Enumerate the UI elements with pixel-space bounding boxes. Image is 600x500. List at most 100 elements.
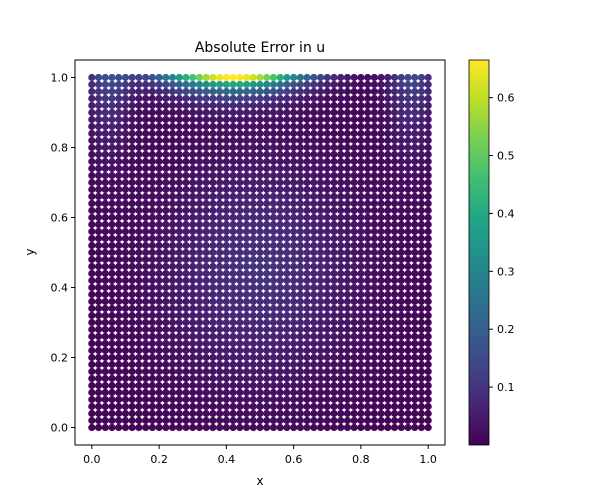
- scatter-point: [121, 178, 130, 187]
- scatter-point: [350, 171, 358, 180]
- scatter-point: [296, 115, 304, 124]
- scatter-point: [121, 395, 130, 404]
- scatter-point: [390, 143, 399, 152]
- scatter-point: [242, 143, 251, 152]
- scatter-point: [337, 423, 345, 432]
- scatter-point: [182, 262, 190, 271]
- scatter-point: [202, 311, 210, 320]
- scatter-point: [189, 416, 197, 425]
- scatter-point: [202, 164, 210, 173]
- scatter-point: [135, 269, 143, 278]
- scatter-point: [330, 94, 338, 103]
- scatter-point: [283, 94, 291, 103]
- scatter-point: [411, 150, 419, 159]
- scatter-point: [209, 360, 217, 369]
- scatter-point: [263, 304, 271, 313]
- scatter-point: [364, 199, 372, 208]
- scatter-point: [242, 255, 251, 264]
- scatter-point: [148, 248, 156, 257]
- scatter-point: [404, 73, 412, 82]
- scatter-point: [216, 325, 224, 334]
- scatter-point: [222, 136, 230, 145]
- scatter-point: [182, 171, 190, 180]
- scatter-point: [256, 115, 264, 124]
- scatter-point: [377, 192, 385, 201]
- scatter-point: [404, 353, 412, 362]
- scatter-point: [222, 381, 230, 390]
- scatter-point: [303, 388, 311, 397]
- scatter-point: [142, 367, 150, 376]
- scatter-point: [115, 381, 123, 390]
- scatter-point: [269, 80, 278, 89]
- scatter-point: [189, 87, 197, 96]
- scatter-point: [135, 374, 143, 383]
- scatter-point: [364, 283, 372, 292]
- scatter-point: [350, 87, 358, 96]
- scatter-point: [377, 262, 385, 271]
- scatter-point: [135, 129, 143, 138]
- scatter-point: [283, 241, 291, 250]
- scatter-point: [229, 227, 237, 236]
- scatter-point: [370, 374, 378, 383]
- scatter-point: [357, 255, 365, 264]
- scatter-point: [121, 311, 130, 320]
- scatter-point: [94, 374, 103, 383]
- scatter-point: [424, 409, 432, 418]
- scatter-point: [417, 206, 426, 215]
- scatter-point: [370, 234, 378, 243]
- scatter-point: [343, 164, 352, 173]
- scatter-point: [269, 269, 278, 278]
- scatter-point: [343, 73, 352, 82]
- scatter-point: [330, 269, 338, 278]
- scatter-point: [148, 276, 156, 285]
- scatter-point: [128, 157, 136, 166]
- scatter-point: [323, 129, 331, 138]
- scatter-point: [411, 374, 419, 383]
- scatter-point: [222, 290, 230, 299]
- scatter-point: [88, 164, 96, 173]
- scatter-point: [364, 255, 372, 264]
- scatter-point: [236, 388, 244, 397]
- scatter-point: [135, 80, 143, 89]
- scatter-point: [101, 192, 109, 201]
- scatter-point: [330, 199, 338, 208]
- scatter-point: [370, 143, 378, 152]
- scatter-point: [269, 164, 278, 173]
- scatter-point: [88, 206, 96, 215]
- scatter-point: [404, 360, 412, 369]
- scatter-point: [397, 367, 405, 376]
- scatter-point: [377, 108, 385, 117]
- scatter-point: [189, 290, 197, 299]
- scatter-point: [397, 346, 405, 355]
- scatter-point: [195, 94, 204, 103]
- scatter-point: [88, 395, 96, 404]
- scatter-point: [195, 185, 204, 194]
- scatter-point: [296, 87, 304, 96]
- scatter-point: [370, 381, 378, 390]
- scatter-point: [236, 346, 244, 355]
- scatter-point: [424, 136, 432, 145]
- scatter-point: [310, 423, 318, 432]
- scatter-point: [209, 325, 217, 334]
- scatter-point: [168, 290, 177, 299]
- scatter-point: [142, 157, 150, 166]
- colorbar: [468, 59, 490, 446]
- scatter-point: [330, 136, 338, 145]
- scatter-point: [276, 87, 284, 96]
- scatter-point: [364, 332, 372, 341]
- scatter-point: [229, 360, 237, 369]
- scatter-point: [384, 80, 392, 89]
- scatter-point: [310, 332, 318, 341]
- scatter-point: [310, 360, 318, 369]
- scatter-point: [384, 360, 392, 369]
- scatter-point: [390, 164, 399, 173]
- scatter-point: [377, 318, 385, 327]
- scatter-point: [303, 409, 311, 418]
- scatter-point: [310, 346, 318, 355]
- scatter-point: [128, 101, 136, 110]
- scatter-point: [168, 325, 177, 334]
- scatter-point: [94, 213, 103, 222]
- scatter-point: [269, 339, 278, 348]
- scatter-point: [216, 234, 224, 243]
- scatter-point: [303, 220, 311, 229]
